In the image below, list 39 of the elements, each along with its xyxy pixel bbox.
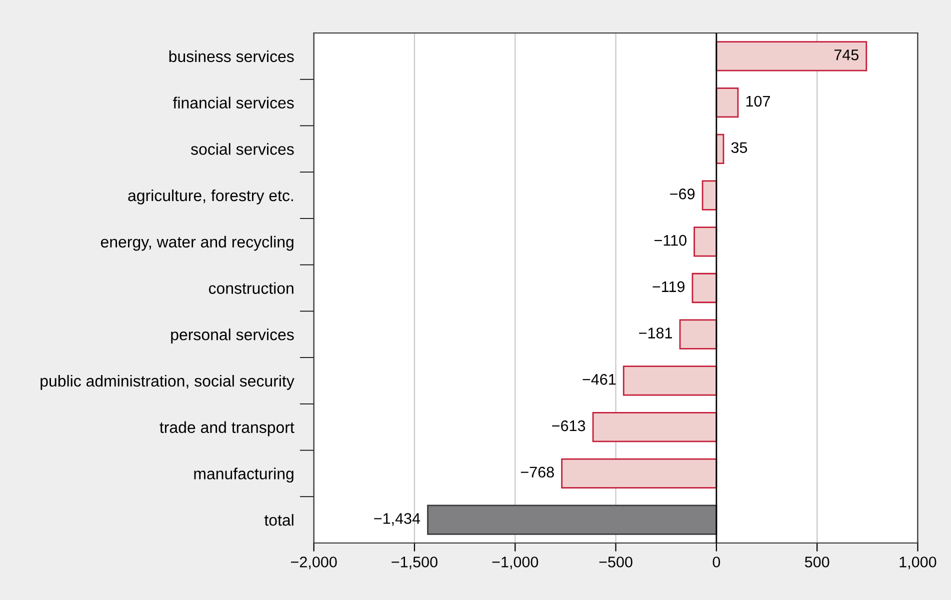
data-label: −461 (582, 374, 616, 385)
data-label: 745 (834, 50, 858, 60)
data-label: −69 (670, 188, 695, 200)
y-tick-label: business services (169, 50, 294, 62)
y-tick-label: financial services (173, 96, 294, 108)
y-tick-label: energy, water and recycling (100, 236, 294, 251)
y-tick-label: public administration, social security (40, 374, 294, 390)
x-tick-label: −1,500 (392, 556, 438, 570)
bar (679, 319, 718, 350)
data-label: −1,434 (374, 513, 420, 526)
bar (716, 41, 868, 72)
y-tick-label: manufacturing (194, 468, 294, 483)
x-tick-label: −2,000 (291, 556, 337, 570)
data-label: 107 (746, 96, 770, 107)
bar (427, 504, 718, 535)
data-label: −613 (552, 420, 586, 432)
x-tick-label: −1,000 (492, 556, 538, 570)
y-tick-label: agriculture, forestry etc. (128, 189, 293, 204)
data-label: −181 (639, 328, 672, 338)
y-tick-label: total (264, 514, 294, 526)
x-tick-label: 1,000 (900, 556, 936, 570)
bar (592, 412, 718, 442)
bar (561, 458, 718, 489)
bar (702, 180, 718, 210)
x-tick-label: 0 (712, 556, 720, 568)
data-label: 35 (731, 142, 748, 154)
y-tick-label: personal services (171, 328, 294, 344)
y-tick-label: trade and transport (160, 421, 294, 436)
data-label: −119 (652, 281, 684, 292)
data-label: −110 (654, 234, 686, 246)
bar (716, 87, 739, 118)
data-label: −768 (520, 466, 554, 478)
y-tick-label: construction (208, 282, 294, 294)
bar (692, 272, 718, 304)
y-tick-label: social services (190, 143, 294, 155)
bar (694, 226, 718, 257)
x-tick-label: 500 (804, 556, 830, 568)
bar (622, 366, 718, 396)
x-tick-label: −500 (599, 556, 632, 568)
